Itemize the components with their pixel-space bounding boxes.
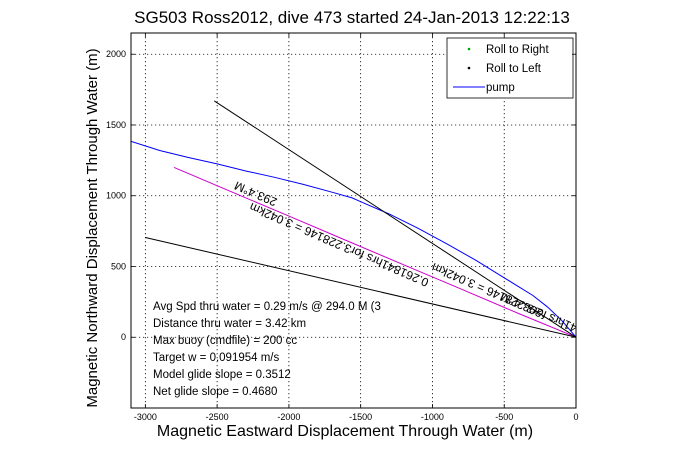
- x-tick-label: -1000: [421, 412, 444, 422]
- y-tick-label: 2000: [106, 49, 126, 59]
- x-tick-label: -2500: [206, 412, 229, 422]
- stats-line: Max buoy (cmdfile) = 200 cc: [153, 335, 297, 347]
- axes-frame: [130, 32, 577, 409]
- x-tick-label: -3000: [134, 412, 157, 422]
- stats-line: Avg Spd thru water = 0.29 m/s @ 294.0 M …: [153, 301, 381, 313]
- x-axis-label: Magnetic Eastward Displacement Through W…: [157, 423, 533, 440]
- y-tick-label: 500: [111, 261, 126, 271]
- plot-area: 293.4°M0.261841hrs for3.228146 = 3.042km…: [106, 32, 579, 422]
- x-tick-label: 0: [573, 412, 578, 422]
- legend: Roll to Right Roll to Left pump: [446, 37, 574, 99]
- series-pump-line: [131, 140, 576, 338]
- stats-line: Target w = 0.091954 m/s: [153, 352, 280, 364]
- legend-marker: [467, 66, 471, 70]
- x-tick-label: -1500: [349, 412, 372, 422]
- series-line-2: [214, 100, 576, 338]
- x-tick-label: -500: [495, 412, 513, 422]
- chart-title: SG503 Ross2012, dive 473 started 24-Jan-…: [134, 8, 570, 27]
- y-tick-label: 0: [121, 332, 126, 342]
- legend-label: Roll to Right: [486, 44, 549, 56]
- stats-line: Model glide slope = 0.3512: [153, 369, 291, 381]
- y-tick-label: 1500: [106, 120, 126, 130]
- y-tick-label: 1000: [106, 191, 126, 201]
- y-axis-label: Magnetic Northward Displacement Through …: [84, 48, 101, 407]
- legend-label: pump: [486, 82, 515, 94]
- series-line-1: [173, 166, 576, 338]
- series-line-3: [145, 237, 576, 338]
- stats-line: Net glide slope = 0.4680: [153, 386, 277, 398]
- stats-line: Distance thru water = 3.42 km: [153, 318, 306, 330]
- legend-marker: [467, 47, 471, 51]
- x-tick-label: -2000: [277, 412, 300, 422]
- legend-label: Roll to Left: [486, 63, 542, 75]
